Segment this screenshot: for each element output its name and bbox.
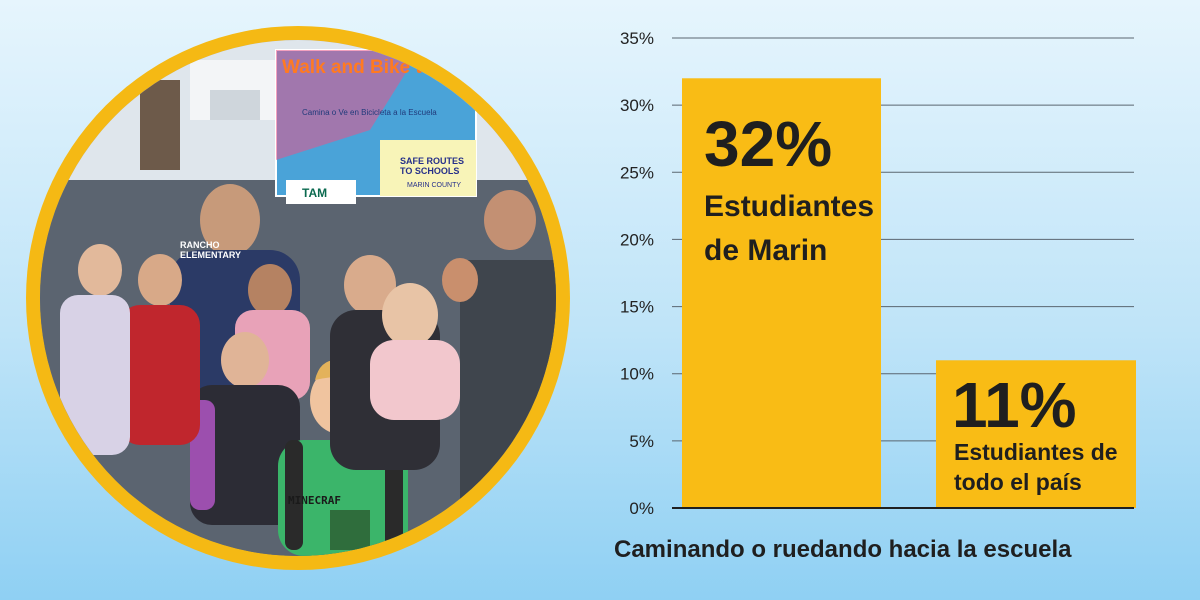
bar-value-label: 11% bbox=[952, 369, 1077, 441]
y-tick-label: 15% bbox=[620, 298, 654, 317]
label-layer: 0% 5% 10% 15% 20% 25% 30% 35% 32% Estudiantes de M… bbox=[620, 29, 1118, 518]
sign-title: Walk and Bike to School bbox=[282, 57, 502, 78]
bar-category-label: Estudiantes de bbox=[954, 439, 1118, 465]
y-tick-label: 25% bbox=[620, 163, 654, 182]
students-photo: Walk and Bike to School Camina o Ve en B… bbox=[40, 40, 556, 556]
sign-program: SAFE ROUTES TO SCHOOLS bbox=[400, 156, 465, 176]
bar bbox=[936, 360, 1136, 508]
y-tick-label: 10% bbox=[620, 365, 654, 384]
sign-agency-logo: TAM bbox=[302, 186, 328, 200]
bar bbox=[682, 78, 881, 509]
minecraft-shirt-text: MINECRAF bbox=[288, 494, 341, 507]
y-tick-label: 5% bbox=[629, 432, 654, 451]
photo-scene bbox=[40, 40, 556, 556]
y-tick-label: 0% bbox=[629, 499, 654, 518]
photo-frame: Walk and Bike to School Camina o Ve en B… bbox=[26, 26, 570, 570]
bar-category-label: de Marin bbox=[704, 234, 827, 267]
y-tick-label: 30% bbox=[620, 96, 654, 115]
chart-caption: Caminando o ruedando hacia la escuela bbox=[614, 536, 1072, 563]
bar-layer bbox=[682, 78, 1136, 509]
sign-subtitle: Camina o Ve en Bicicleta a la Escuela bbox=[302, 108, 437, 117]
bar-category-label: Estudiantes bbox=[704, 190, 874, 223]
y-tick-label: 35% bbox=[620, 29, 654, 48]
bar-category-label: todo el país bbox=[954, 469, 1082, 495]
bar-value-label: 32% bbox=[704, 108, 832, 180]
y-tick-label: 20% bbox=[620, 230, 654, 249]
bar-chart: 0% 5% 10% 15% 20% 25% 30% 35% 32% Estudiantes de M… bbox=[620, 29, 1136, 518]
shirt-text: RANCHO ELEMENTARY bbox=[180, 240, 242, 260]
sign-county: MARIN COUNTY bbox=[407, 182, 462, 189]
